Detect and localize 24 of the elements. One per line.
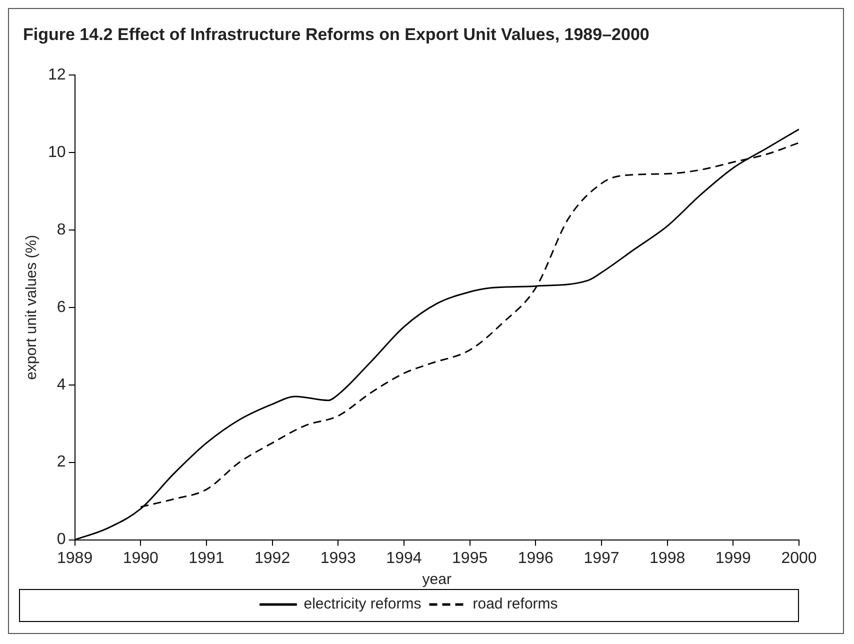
x-axis-title: year <box>422 571 452 588</box>
x-tick-label: 1995 <box>452 550 488 567</box>
x-tick-label: 1999 <box>715 550 752 567</box>
x-tick-label: 1991 <box>188 550 224 567</box>
y-axis-title: export unit values (%) <box>23 234 40 380</box>
x-tick-label: 1992 <box>254 550 290 567</box>
x-tick-label: 1994 <box>386 550 422 567</box>
y-tick-label: 0 <box>56 531 66 548</box>
y-tick-label: 4 <box>56 376 66 394</box>
x-tick-label: 1998 <box>650 550 686 567</box>
x-tick-label: 1997 <box>584 550 620 567</box>
y-tick-label: 8 <box>56 221 66 238</box>
y-tick-label: 12 <box>48 66 66 84</box>
x-tick-label: 1989 <box>57 550 93 567</box>
x-tick-label: 1993 <box>320 550 356 567</box>
y-tick-label: 6 <box>56 298 66 316</box>
legend-label: road reforms <box>472 596 558 613</box>
chart-title: Figure 14.2 Effect of Infrastructure Reforms on Export Unit Values, 1989–2000 <box>22 24 650 46</box>
y-tick-label: 10 <box>48 144 66 161</box>
legend-label: electricity reforms <box>304 596 422 613</box>
x-tick-label: 2000 <box>781 550 817 567</box>
x-tick-label: 1996 <box>518 550 554 567</box>
y-tick-label: 2 <box>56 454 66 471</box>
x-tick-label: 1990 <box>122 550 159 567</box>
